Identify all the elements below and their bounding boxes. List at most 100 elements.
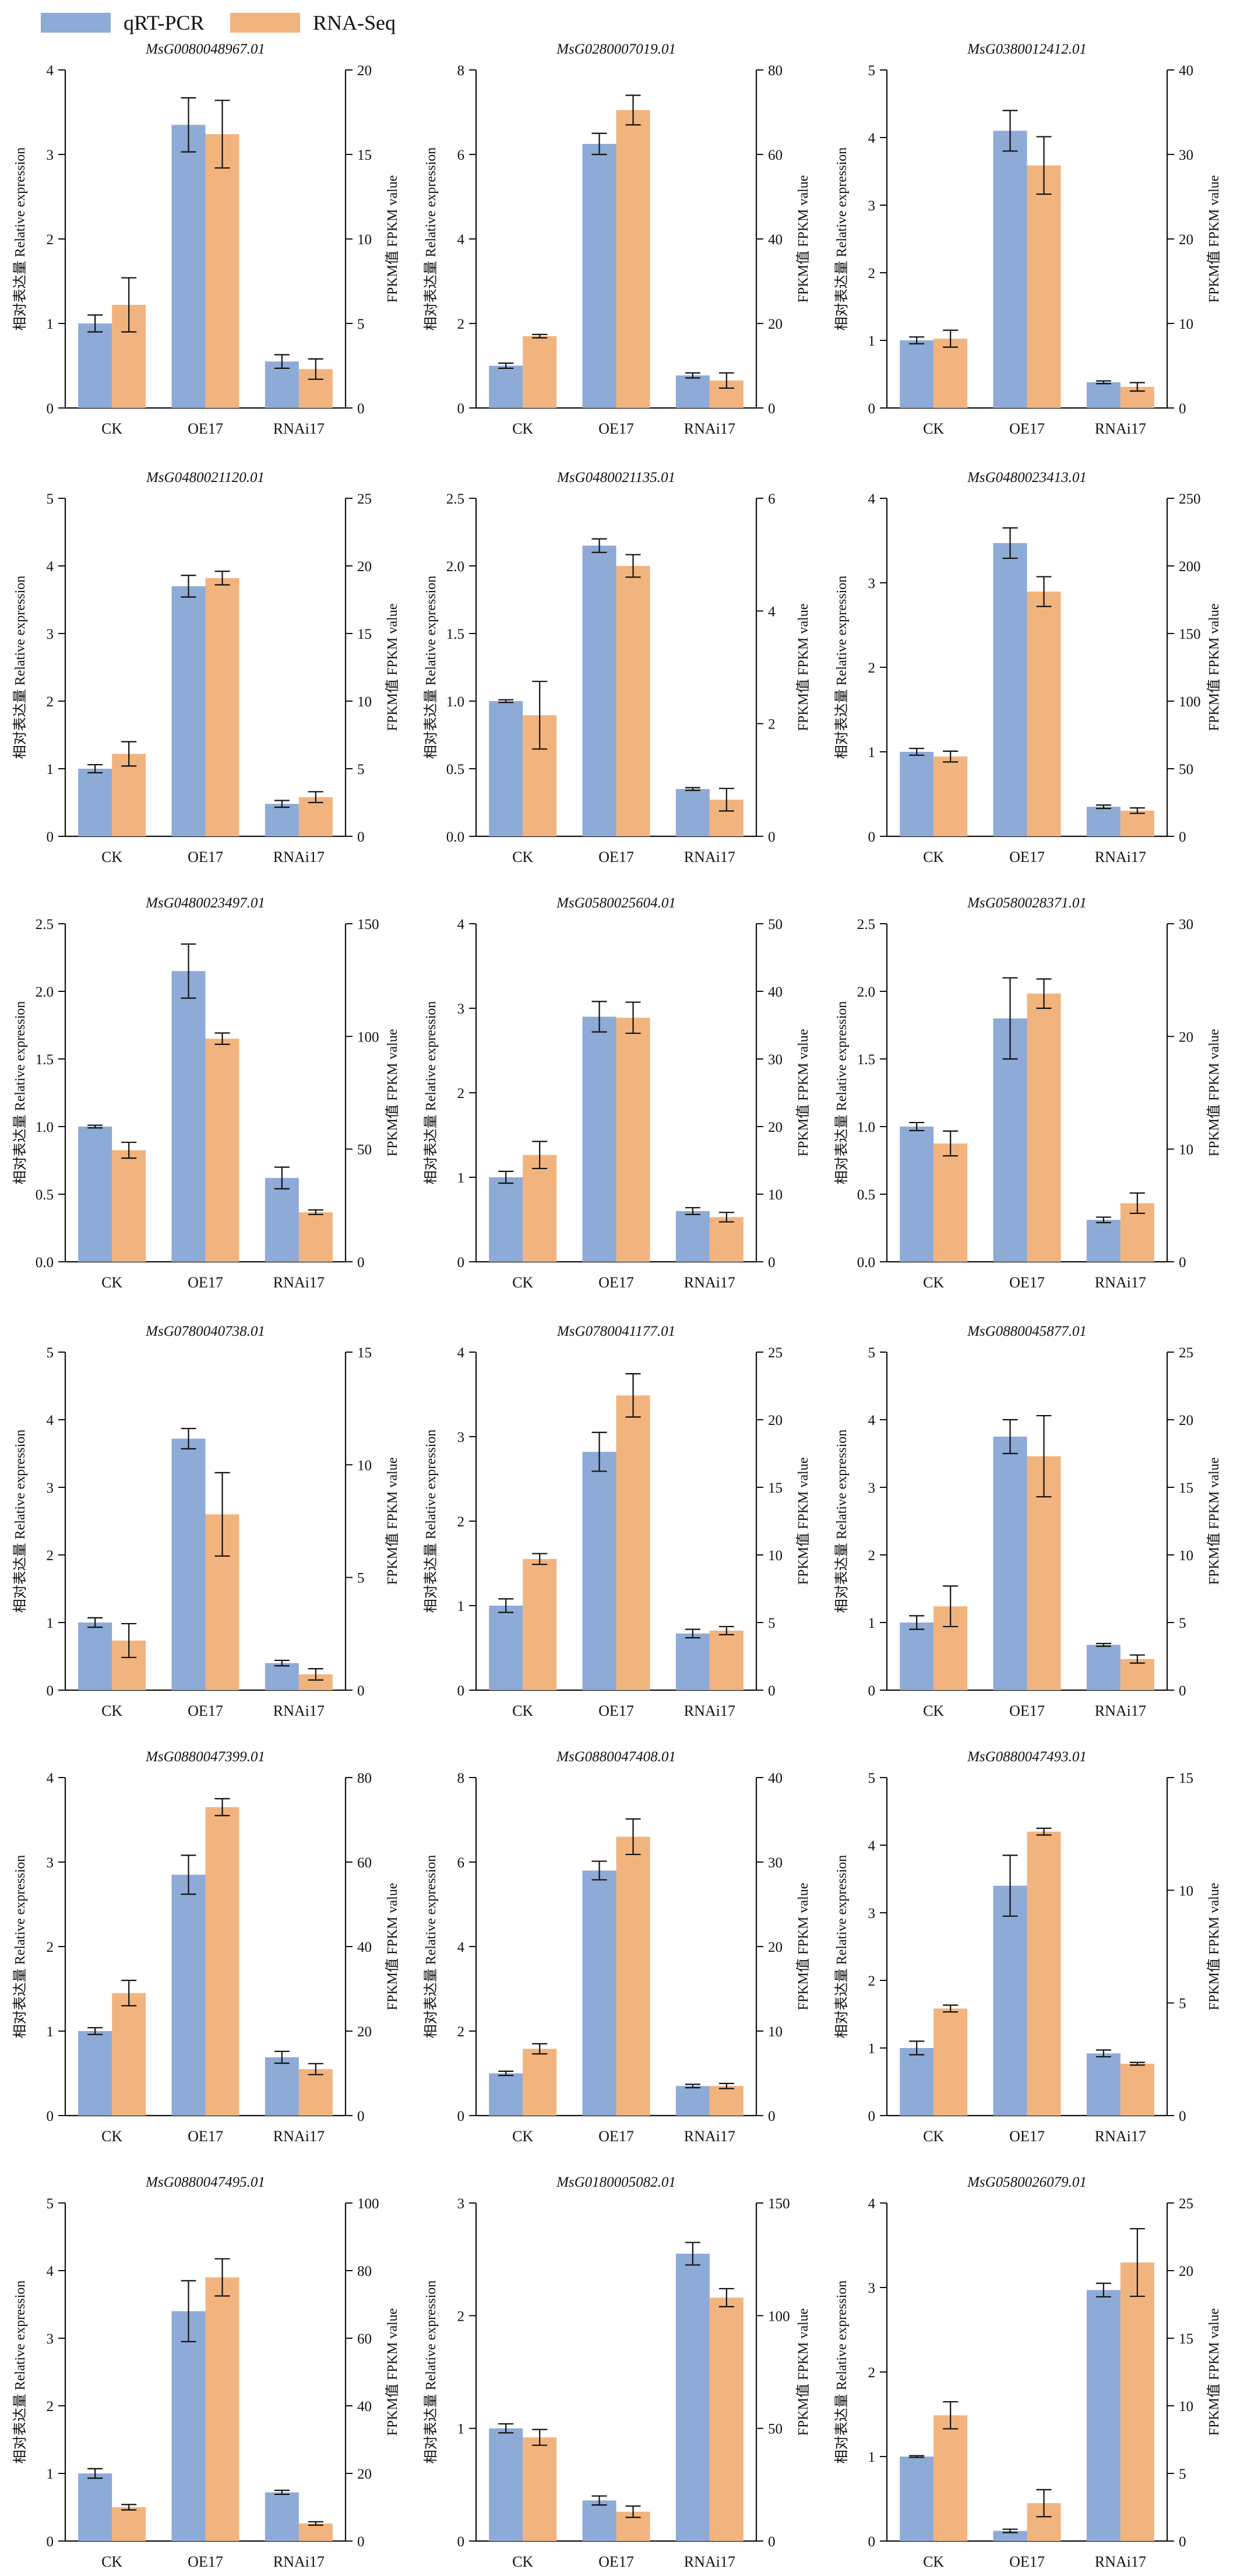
bar-qrt-ck	[900, 1623, 934, 1690]
left-tick-label: 0	[47, 401, 54, 417]
bar-rnaseq-oe17	[616, 1395, 650, 1690]
bar-rnaseq-rnai17	[709, 1217, 744, 1262]
chart-title: MsG0880047399.01	[145, 1749, 265, 1765]
left-tick-label: 2	[47, 1940, 54, 1955]
error-bar-qrt-oe17	[181, 943, 196, 999]
error-bar-qrt-rnai17	[685, 1207, 700, 1215]
error-bar-rnaseq-ck	[532, 2043, 548, 2055]
left-axis-label: 相对表达量 Relative expression	[834, 1430, 850, 1613]
bar-rnaseq-oe17	[205, 578, 239, 836]
left-tick-label: 4	[868, 491, 876, 507]
left-tick-label: 1	[868, 2450, 876, 2465]
right-tick-label: 0	[357, 2109, 365, 2124]
left-tick-label: 3	[868, 1480, 876, 1496]
left-tick-label: 0.5	[857, 1187, 875, 1203]
right-tick-label: 5	[1179, 1996, 1186, 2012]
error-bar-rnaseq-rnai17	[1129, 1654, 1145, 1664]
bar-rnaseq-ck	[933, 1143, 968, 1262]
error-bar-qrt-ck	[498, 2423, 514, 2434]
right-tick-label: 10	[768, 1548, 783, 1564]
error-bar-qrt-ck	[87, 1617, 103, 1628]
bar-rnaseq-oe17	[205, 1807, 239, 2116]
error-bar-rnaseq-oe17	[214, 2258, 230, 2297]
right-tick-label: 0	[1179, 1683, 1186, 1699]
error-bar-qrt-ck	[909, 748, 925, 756]
right-tick-label: 0	[357, 1683, 365, 1699]
error-bar-rnaseq-ck	[121, 1979, 137, 2007]
error-bar-rnaseq-rnai17	[308, 2063, 323, 2075]
left-tick-label: 4	[47, 559, 54, 575]
error-bar-qrt-oe17	[591, 1001, 607, 1033]
error-bar-qrt-oe17	[181, 2280, 196, 2342]
right-tick-label: 25	[1179, 2196, 1193, 2212]
error-bar-qrt-ck	[498, 699, 514, 703]
right-tick-label: 20	[357, 559, 372, 575]
left-axis-label: 相对表达量 Relative expression	[423, 1430, 439, 1613]
bar-rnaseq-oe17	[616, 566, 650, 836]
left-tick-label: 1.5	[857, 1052, 875, 1068]
category-label-rnai17: RNAi17	[684, 1274, 735, 1291]
error-bar-qrt-oe17	[1002, 1419, 1018, 1455]
error-bar-rnaseq-rnai17	[1129, 2061, 1145, 2066]
left-tick-label: 2.0	[446, 559, 464, 575]
bar-rnaseq-rnai17	[298, 2523, 333, 2541]
right-tick-label: 15	[357, 627, 372, 642]
error-bar-rnaseq-oe17	[625, 1001, 641, 1034]
right-tick-label: 30	[1179, 147, 1193, 163]
category-label-ck: CK	[512, 1702, 533, 1719]
left-tick-label: 2	[47, 694, 54, 710]
right-tick-label: 0	[357, 829, 365, 845]
left-tick-label: 3	[868, 2281, 876, 2296]
left-tick-label: 0	[457, 401, 465, 417]
bar-qrt-ck	[78, 2031, 112, 2116]
chart-title: MsG0780041177.01	[556, 1324, 675, 1339]
category-label-ck: CK	[101, 2553, 122, 2570]
bar-rnaseq-ck	[523, 2437, 557, 2541]
right-tick-label: 30	[768, 1855, 783, 1871]
error-bar-rnaseq-rnai17	[1129, 1192, 1145, 1214]
category-label-oe17: OE17	[188, 1274, 223, 1291]
left-tick-label: 3	[868, 576, 876, 592]
left-tick-label: 3	[47, 147, 54, 163]
bar-qrt-rnai17	[675, 375, 710, 408]
right-tick-label: 10	[768, 2024, 783, 2040]
right-tick-label: 10	[1179, 2399, 1193, 2415]
right-tick-label: 60	[357, 2331, 372, 2347]
left-axis-label: 相对表达量 Relative expression	[423, 2281, 439, 2464]
right-tick-label: 25	[768, 1345, 783, 1361]
left-tick-label: 5	[47, 1345, 54, 1361]
bar-qrt-ck	[489, 2428, 523, 2541]
left-tick-label: 2	[47, 2399, 54, 2415]
error-bar-qrt-rnai17	[685, 372, 700, 379]
chart-legend: qRT-PCR RNA-Seq	[0, 0, 1233, 52]
bar-rnaseq-ck	[112, 1150, 146, 1262]
right-tick-label: 20	[768, 1940, 783, 1955]
left-tick-label: 6	[457, 147, 465, 163]
bar-rnaseq-oe17	[205, 2277, 239, 2541]
right-tick-label: 0	[1179, 829, 1186, 845]
right-tick-label: 60	[768, 147, 783, 163]
right-tick-label: 100	[357, 1029, 379, 1045]
chart-title: MsG0480023497.01	[145, 895, 265, 911]
left-tick-label: 2	[868, 1973, 876, 1989]
bar-rnaseq-rnai17	[1120, 2064, 1154, 2116]
left-tick-label: 2	[47, 1548, 54, 1564]
bar-qrt-rnai17	[265, 804, 299, 836]
error-bar-rnaseq-ck	[121, 1141, 137, 1159]
error-bar-rnaseq-oe17	[1036, 2489, 1052, 2518]
left-tick-label: 4	[47, 2264, 54, 2279]
right-tick-label: 5	[357, 762, 365, 777]
left-tick-label: 2	[868, 1548, 876, 1564]
legend-item-rnaseq: RNA-Seq	[230, 10, 396, 35]
right-axis-label: FPKM值 FPKM value	[1206, 2308, 1222, 2436]
category-label-rnai17: RNAi17	[684, 849, 735, 865]
category-label-rnai17: RNAi17	[273, 849, 325, 865]
bar-qrt-ck	[900, 1127, 934, 1262]
chart-title: MsG0780040738.01	[145, 1324, 265, 1339]
error-bar-qrt-ck	[909, 336, 925, 344]
bar-rnaseq-ck	[523, 1558, 557, 1690]
bar-qrt-rnai17	[1086, 382, 1121, 408]
category-label-oe17: OE17	[1009, 2553, 1045, 2570]
right-tick-label: 20	[357, 2466, 372, 2482]
bar-rnaseq-oe17	[1027, 993, 1061, 1262]
